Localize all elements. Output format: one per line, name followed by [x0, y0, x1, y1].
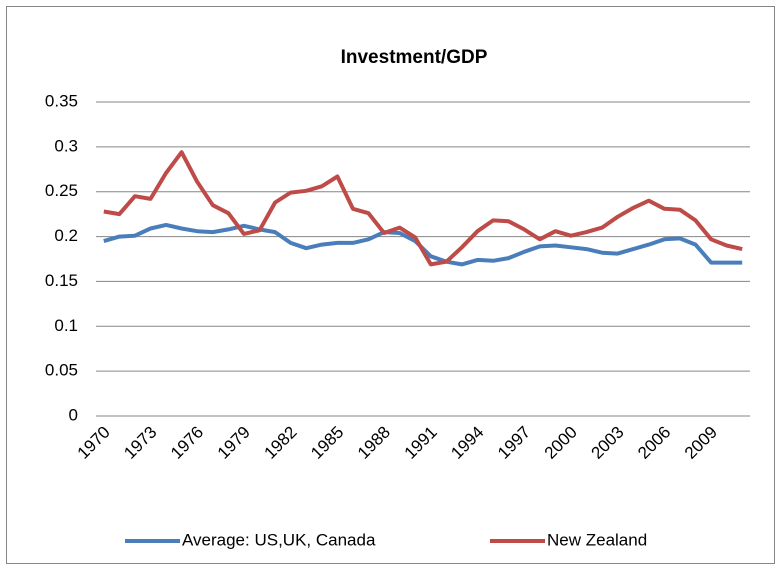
y-tick-label: 0	[69, 405, 78, 424]
y-tick-label: 0.15	[45, 271, 78, 290]
data-line	[103, 150, 743, 267]
y-tick-label: 0.35	[45, 91, 78, 110]
y-tick-label: 0.25	[45, 181, 78, 200]
y-tick-label: 0.2	[54, 226, 78, 245]
chart-title: Investment/GDP	[341, 47, 488, 68]
y-tick-label: 0.3	[54, 136, 78, 155]
y-tick-label: 0.05	[45, 361, 78, 380]
y-tick-label: 0.1	[54, 316, 78, 335]
legend-label: Average: US,UK, Canada	[182, 530, 376, 549]
chart-border	[6, 6, 775, 564]
legend-label: New Zealand	[547, 530, 647, 549]
